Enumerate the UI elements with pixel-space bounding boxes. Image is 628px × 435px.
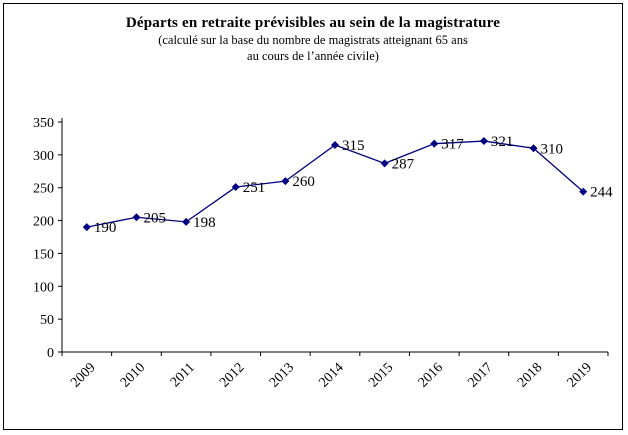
data-point-label: 317 (441, 137, 464, 153)
y-tick-label: 150 (33, 247, 54, 262)
y-tick-label: 200 (33, 215, 54, 230)
data-point-label: 190 (94, 220, 117, 236)
data-point-marker (479, 137, 488, 146)
data-point-label: 260 (292, 174, 315, 190)
data-point-marker (281, 177, 290, 186)
x-axis-label: 2012 (217, 360, 247, 390)
y-tick-label: 0 (47, 346, 54, 361)
x-axis-label: 2014 (316, 360, 346, 390)
data-point-label: 315 (342, 138, 365, 154)
data-point-label: 205 (143, 210, 166, 226)
line-chart-plot: 0 50 100 150 200 250 300 350 2009 2010 2011 2012 201… (33, 116, 613, 391)
x-axis-label: 2016 (416, 360, 446, 390)
data-point-label: 198 (193, 215, 216, 231)
data-point-label: 244 (590, 185, 613, 201)
y-tick-label: 300 (33, 149, 54, 164)
data-point-label: 287 (392, 156, 415, 172)
chart-subtitle-line1: (calculé sur la base du nombre de magist… (158, 33, 468, 47)
y-tick-label: 100 (33, 280, 54, 295)
data-point-marker (579, 187, 588, 196)
data-point-marker (82, 223, 91, 232)
chart-figure: Départs en retraite prévisibles au sein … (3, 3, 623, 430)
data-point-marker (430, 139, 439, 148)
data-point-label: 251 (243, 180, 266, 196)
data-point-marker (182, 217, 191, 226)
x-axis-label: 2013 (267, 360, 297, 390)
x-axis-label: 2019 (565, 360, 595, 390)
x-axis-label: 2010 (118, 360, 148, 390)
chart-title: Départs en retraite prévisibles au sein … (125, 15, 501, 31)
data-point-marker (231, 183, 240, 192)
y-tick-label: 50 (40, 313, 54, 328)
x-axis-label: 2011 (168, 360, 198, 390)
data-point-marker (380, 159, 389, 168)
data-point-marker (529, 144, 538, 153)
data-point-marker (132, 213, 141, 222)
y-tick-label: 250 (33, 182, 54, 197)
y-tick-label: 350 (33, 116, 54, 131)
chart-subtitle-line2: au cours de l’année civile) (247, 49, 379, 64)
x-axis-label: 2015 (366, 360, 396, 390)
x-axis-label: 2018 (515, 360, 545, 390)
x-axis-label: 2017 (465, 360, 495, 390)
data-point-label: 321 (491, 134, 513, 150)
data-point-label: 310 (541, 141, 564, 157)
x-axis-label: 2009 (68, 360, 98, 390)
data-point-marker (331, 141, 339, 149)
